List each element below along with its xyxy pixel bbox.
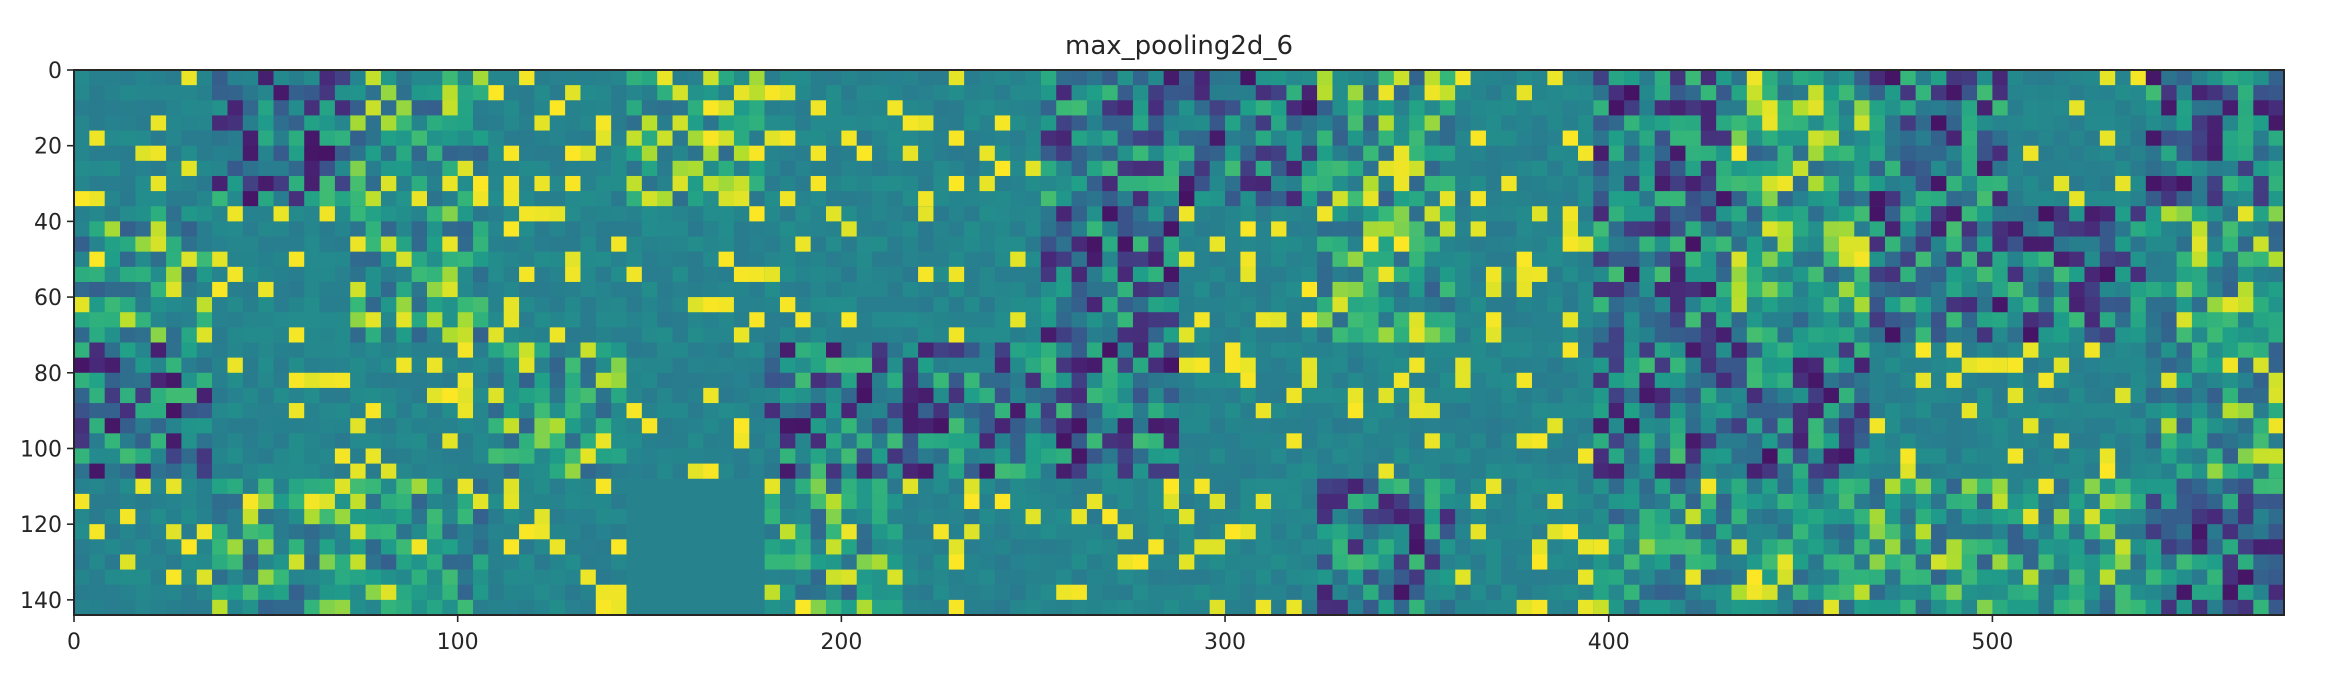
- feature-map-tile: [1040, 478, 1180, 615]
- feature-map-tile: [212, 478, 351, 615]
- feature-map-tile: [1040, 342, 1180, 480]
- y-axis: 0 20 40 60 80 100 120 140: [20, 59, 74, 614]
- feature-map-tile: [626, 206, 766, 344]
- feature-map-tile: [1731, 342, 1871, 480]
- feature-map-tile: [1179, 478, 1318, 615]
- x-axis: 0 100 200 300 400 500: [67, 615, 2013, 655]
- feature-map-tile: [350, 70, 489, 207]
- feature-map-tile: [626, 478, 766, 615]
- feature-map-tile: [2007, 70, 2147, 207]
- feature-map-tile: [1731, 206, 1871, 344]
- feature-map-tile: [1455, 70, 1594, 207]
- x-tick-label: 500: [1971, 630, 2013, 655]
- feature-map-tile: [1593, 206, 1733, 344]
- feature-map-tile: [350, 478, 489, 615]
- feature-map-tile: [764, 70, 904, 207]
- feature-map-tile: [488, 70, 628, 207]
- feature-map-tile: [1593, 70, 1733, 207]
- x-tick-label: 100: [437, 630, 479, 655]
- x-tick-label: 400: [1588, 630, 1630, 655]
- feature-map-tile: [1869, 342, 2009, 480]
- feature-map-tile: [74, 342, 213, 480]
- feature-map-tile: [2007, 342, 2147, 480]
- feature-map-tile: [2007, 478, 2147, 615]
- feature-map-tile: [2145, 70, 2284, 207]
- feature-map-tile: [488, 342, 628, 480]
- feature-map-tile: [488, 478, 628, 615]
- feature-map-tile: [1455, 342, 1594, 480]
- feature-map-tile: [626, 342, 766, 480]
- feature-map-tile: [1731, 70, 1871, 207]
- feature-map-tile: [1455, 206, 1594, 344]
- feature-map-tile: [74, 478, 213, 615]
- feature-map-tile: [74, 70, 213, 207]
- y-tick-label: 120: [20, 513, 62, 538]
- y-tick-label: 100: [20, 437, 62, 462]
- feature-map-tile: [2145, 342, 2284, 480]
- feature-map-tile: [764, 342, 904, 480]
- feature-map-tile: [2145, 206, 2284, 344]
- y-tick-label: 140: [20, 589, 62, 614]
- x-tick-label: 200: [820, 630, 862, 655]
- feature-map-tile: [212, 70, 351, 207]
- y-tick-label: 0: [48, 59, 62, 84]
- feature-map-tile: [1317, 478, 1456, 615]
- feature-map-tile: [902, 478, 1042, 615]
- x-tick-label: 0: [67, 630, 81, 655]
- feature-map-tile: [902, 70, 1042, 207]
- feature-map-tile: [350, 206, 489, 344]
- feature-map-tile: [902, 342, 1042, 480]
- axes-frame: [73, 69, 2285, 616]
- feature-map-tile: [1317, 342, 1456, 480]
- feature-map-tile: [74, 206, 213, 344]
- feature-map-tile: [1593, 342, 1733, 480]
- feature-map-tile: [1317, 206, 1456, 344]
- y-tick-label: 40: [34, 210, 62, 235]
- feature-map-tile: [488, 206, 628, 344]
- feature-map-tile: [212, 342, 351, 480]
- feature-map-tile: [626, 70, 766, 207]
- feature-map-tile: [2007, 206, 2147, 344]
- feature-map-tile: [350, 342, 489, 480]
- feature-map-tile: [212, 206, 351, 344]
- feature-map-tile: [1455, 478, 1594, 615]
- y-tick-label: 20: [34, 135, 62, 160]
- feature-map-tile: [1179, 342, 1318, 480]
- feature-map-tile: [1040, 206, 1180, 344]
- feature-map-tile: [1869, 70, 2009, 207]
- feature-map-tile: [764, 478, 904, 615]
- feature-map-tile: [1869, 478, 2009, 615]
- feature-map-tile: [1179, 70, 1318, 207]
- y-tick-label: 60: [34, 286, 62, 311]
- feature-map-tile: [1731, 478, 1871, 615]
- feature-map-tile: [2145, 478, 2284, 615]
- feature-map-tile: [902, 206, 1042, 344]
- feature-map-tile: [1593, 478, 1733, 615]
- feature-map-tile: [1869, 206, 2009, 344]
- feature-map-tile: [1179, 206, 1318, 344]
- feature-map-tile: [1317, 70, 1456, 207]
- feature-map-tile: [764, 206, 904, 344]
- feature-map-tile: [1040, 70, 1180, 207]
- feature-map-grid: [74, 70, 2284, 615]
- y-tick-label: 80: [34, 362, 62, 387]
- chart-title: max_pooling2d_6: [1065, 31, 1293, 61]
- x-tick-label: 300: [1204, 630, 1246, 655]
